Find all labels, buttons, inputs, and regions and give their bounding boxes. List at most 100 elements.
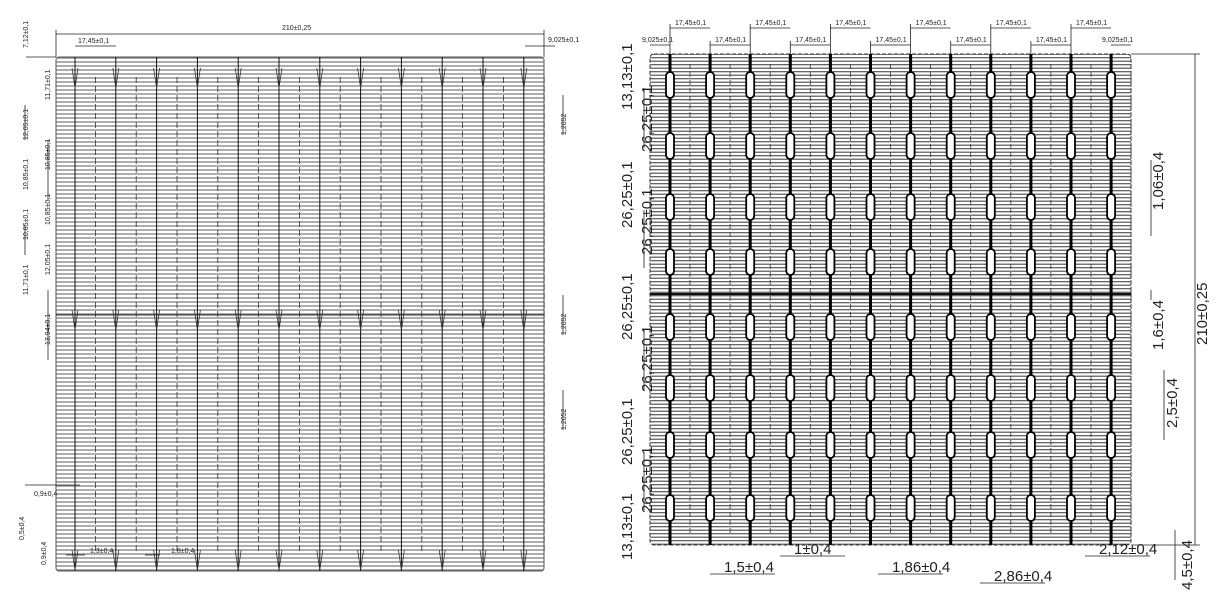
busbar-pad <box>705 71 715 99</box>
busbar-pad <box>1026 71 1036 99</box>
busbar-pad <box>705 494 715 522</box>
pad-notch <box>275 309 283 331</box>
dimension-label: 2,5±0,4 <box>1164 378 1181 428</box>
pad-notch <box>316 309 324 331</box>
busbar-pad <box>1066 71 1076 99</box>
dimension-label: 10,85±0,1 <box>45 194 52 225</box>
busbar-pad <box>945 132 956 160</box>
left-cell-drawing: 210±0,25 17,45±0,1 9,025±0,1 7,12±0,1 12,05±… <box>19 21 579 572</box>
busbar-pad <box>665 248 675 276</box>
right-cell-drawing: 9,025±0,1 9,025±0,1 17,45±0,1 17,45±0,1 17,4… <box>619 20 1211 590</box>
dimension-label: 4,5±0,4 <box>1179 540 1196 590</box>
busbar-pad <box>785 313 796 341</box>
busbar-pad <box>985 374 996 402</box>
busbar-pad <box>1026 248 1036 276</box>
dimension-label: 26,25±0,1 <box>639 188 656 255</box>
busbar-pad <box>705 132 715 160</box>
busbar-pad <box>665 431 675 459</box>
busbar-pad <box>1026 431 1036 459</box>
busbar-pad <box>785 374 796 402</box>
dimension-label: 17,45±0,1 <box>1076 20 1107 27</box>
busbar-pad <box>745 248 756 276</box>
busbar-pad <box>1066 193 1076 221</box>
busbar-pad <box>745 313 756 341</box>
busbar-pad <box>865 71 876 99</box>
busbar-pad <box>985 193 996 221</box>
pad-notch <box>357 549 364 571</box>
busbar-pad <box>745 132 756 160</box>
pad-notch <box>398 67 405 89</box>
busbar-pad <box>945 374 956 402</box>
busbar-pad <box>1106 132 1116 160</box>
busbar-pad <box>1106 193 1116 221</box>
busbar-pad <box>865 431 876 459</box>
dimension-label: 17,45±0,1 <box>876 37 907 44</box>
dimension-label: 1,6±0,4 <box>1150 300 1167 350</box>
busbar-pad <box>865 313 876 341</box>
busbar-pad <box>745 193 756 221</box>
busbar-pad <box>1026 374 1036 402</box>
dimension-label: 1,2052 <box>561 313 568 335</box>
pad-notch <box>438 309 446 331</box>
dimension-label: 13,13±0,1 <box>619 493 636 560</box>
dimension-label: 11,71±0,1 <box>45 69 52 100</box>
pad-notch <box>316 549 324 571</box>
busbar-pad <box>825 71 836 99</box>
busbar-pad <box>665 374 675 402</box>
busbar-pad <box>1106 71 1116 99</box>
busbar-pad <box>745 374 756 402</box>
busbar-pad <box>945 248 956 276</box>
dimension-label: 11,71±0,1 <box>23 264 30 295</box>
cell-outline <box>55 56 545 572</box>
busbar-pad <box>865 193 876 221</box>
dimension-label: 1,8±0,4 <box>171 548 194 555</box>
busbar-pad <box>945 193 956 221</box>
busbar-pad <box>865 132 876 160</box>
busbar-pad <box>1106 313 1116 341</box>
pad-notch <box>194 549 201 571</box>
busbar-pad <box>905 193 916 221</box>
dimension-label: 26,25±0,1 <box>639 325 656 392</box>
dimension-label: 17,45±0,1 <box>795 37 826 44</box>
pad-notch <box>520 67 528 89</box>
pad-notch <box>479 549 487 571</box>
pad-notch <box>520 549 528 571</box>
dimension-label: 210±0,25 <box>1194 283 1211 345</box>
pad-notch <box>153 549 160 571</box>
pad-notch <box>398 309 405 331</box>
busbar-pad <box>905 494 916 522</box>
busbar-pad <box>825 374 836 402</box>
busbar-pad <box>905 431 916 459</box>
pad-notch <box>71 67 79 89</box>
busbar-pad <box>985 71 996 99</box>
busbar-pad <box>905 313 916 341</box>
pad-notch <box>153 309 160 331</box>
busbar-pad <box>1106 431 1116 459</box>
dimension-label: 1,2052 <box>561 408 568 430</box>
dimension-label: 10,85±0,1 <box>23 209 30 240</box>
dimension-label: 17,45±0,1 <box>916 20 947 27</box>
busbar-pad <box>785 193 796 221</box>
dimension-label: 7,12±0,1 <box>23 21 30 48</box>
dimension-label: 1,86±0,4 <box>892 559 950 576</box>
dimension-label: 17,45±0,1 <box>1036 37 1067 44</box>
dimension-label: 26,25±0,1 <box>619 161 636 228</box>
dimension-label: 17,45±0,1 <box>78 38 109 45</box>
busbar-pad <box>705 193 715 221</box>
busbar-pad <box>1066 248 1076 276</box>
pad-notch <box>234 67 242 89</box>
busbar-pad <box>1066 494 1076 522</box>
busbar-pad <box>865 374 876 402</box>
pad-notch <box>112 309 120 331</box>
busbar-pad <box>705 431 715 459</box>
busbar-pad <box>1106 374 1116 402</box>
dimension-label: 26,25±0,1 <box>619 273 636 340</box>
pad-notch <box>357 67 364 89</box>
dimension-label: 17,45±0,1 <box>996 20 1027 27</box>
pad-notch <box>357 309 364 331</box>
dimension-label: 210±0,25 <box>282 25 311 32</box>
dimension-label: 13,94±0,1 <box>45 314 52 345</box>
busbar-pad <box>1106 494 1116 522</box>
pad-notch <box>112 549 120 571</box>
